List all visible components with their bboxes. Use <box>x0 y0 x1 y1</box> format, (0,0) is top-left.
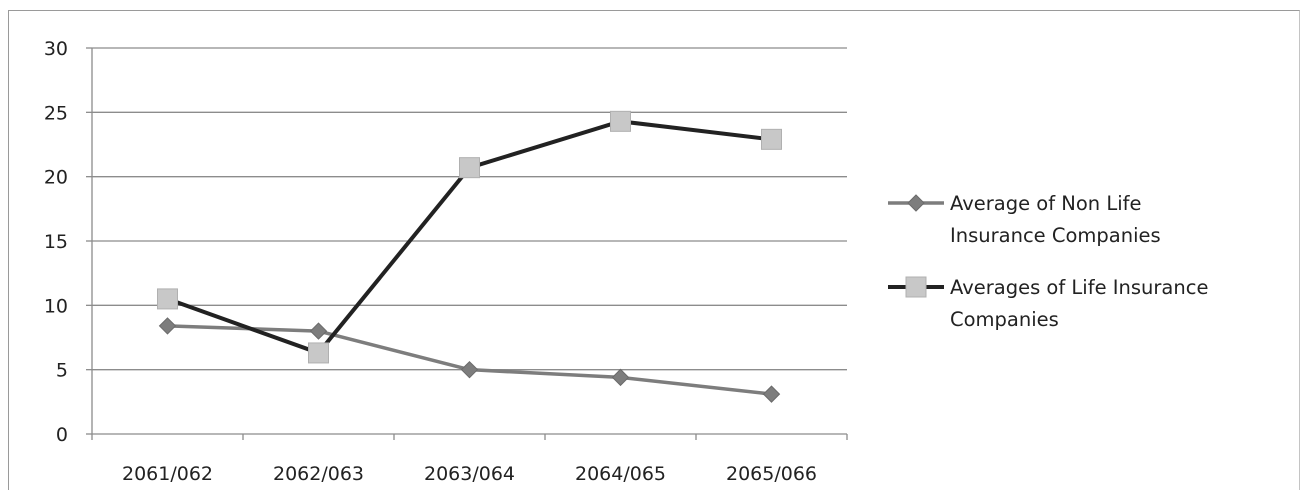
data-point-series-1 <box>309 322 328 340</box>
y-tick-label: 5 <box>56 360 68 382</box>
x-tick-label: 2061/062 <box>122 463 213 484</box>
data-point-series-2 <box>761 128 782 150</box>
data-point-series-2 <box>610 110 631 132</box>
data-point-series-1 <box>158 317 177 335</box>
x-tick-label: 2063/064 <box>424 463 515 484</box>
data-point-series-1 <box>611 368 630 387</box>
x-tick-label: 2065/066 <box>726 463 817 484</box>
data-point-series-2 <box>308 342 329 364</box>
chart-frame <box>8 10 1300 490</box>
y-tick-label: 30 <box>44 38 68 60</box>
series-line-1 <box>167 324 772 396</box>
y-tick-label: 0 <box>56 424 68 446</box>
x-tick-label: 2062/063 <box>273 463 364 484</box>
gridlines <box>92 47 847 371</box>
data-point-series-1 <box>460 360 479 379</box>
data-point-series-2 <box>157 288 178 310</box>
y-tick-label: 20 <box>44 167 68 189</box>
x-tick-label: 2064/065 <box>575 463 666 484</box>
data-point-series-2 <box>459 157 480 179</box>
legend-label-series-1: Average of Non Life Insurance Companies <box>950 192 1161 247</box>
y-tick-label: 15 <box>44 231 68 253</box>
legend-label-series-2: Averages of Life Insurance Companies <box>950 276 1208 331</box>
y-axis-tick-labels: 0 5 10 15 20 25 30 <box>44 38 68 446</box>
y-tick-label: 25 <box>44 102 68 124</box>
axes <box>86 47 848 440</box>
series-markers <box>157 110 782 403</box>
data-point-series-1 <box>762 385 781 403</box>
legend-marker-series-2 <box>905 276 927 298</box>
legend-marker-series-1 <box>907 194 925 212</box>
y-tick-label: 10 <box>44 295 68 317</box>
series-line-2 <box>166 119 772 355</box>
legend: Average of Non Life Insurance Companies Av… <box>888 192 1208 331</box>
x-axis-tick-labels: 2061/062 2062/063 2063/064 2064/065 2065/066 <box>122 463 817 484</box>
